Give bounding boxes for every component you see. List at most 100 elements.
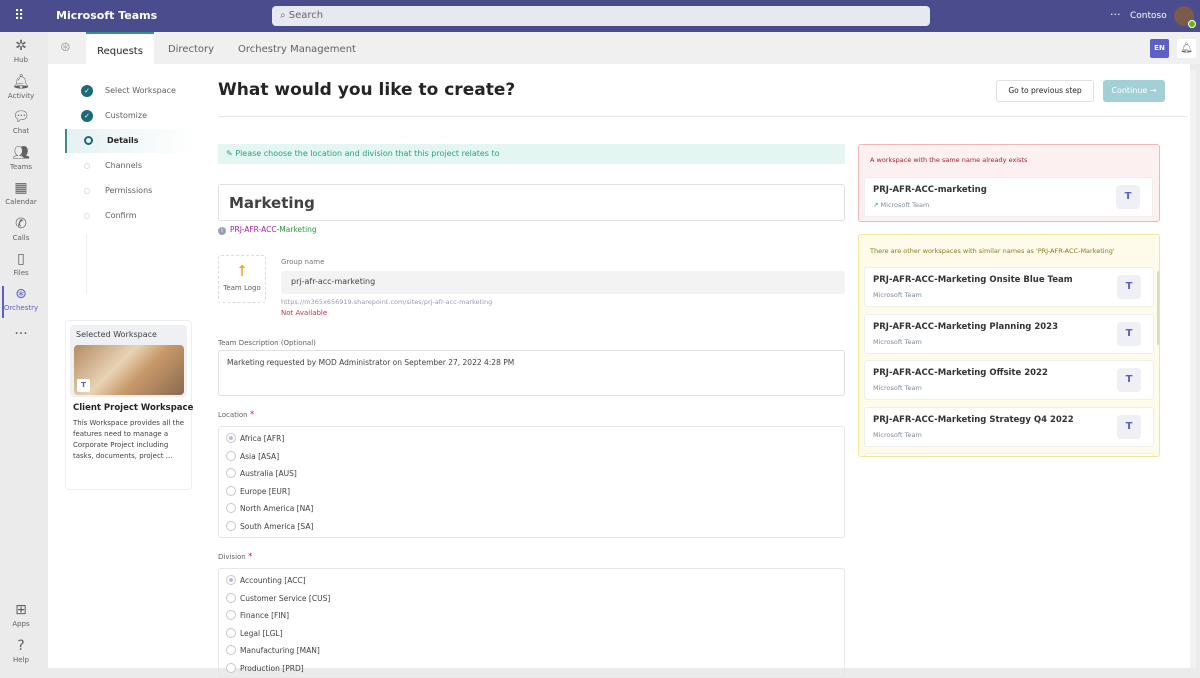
radio-option[interactable]: North America [NA] [219,500,844,518]
notifications-bell-icon[interactable]: 🔔︎ [1177,39,1196,58]
radio-label: South America [SA] [240,521,314,531]
radio-button[interactable] [226,450,236,461]
radio-label: Legal [LGL] [240,628,283,638]
radio-button[interactable] [226,520,236,531]
step-confirm[interactable]: Confirm [65,204,195,228]
radio-button[interactable] [226,592,236,603]
radio-option[interactable]: Production [PRD] [219,660,844,678]
radio-label: Accounting [ACC] [240,576,306,585]
previous-step-button[interactable]: Go to previous step [996,80,1094,102]
prefix-text: PRJ-AFR-ACC- [230,225,280,234]
rail-item-apps[interactable]: ⊞ Apps [0,602,42,634]
step-permissions[interactable]: Permissions [65,179,195,203]
radio-button[interactable] [226,627,236,638]
selected-workspace-heading: Selected Workspace [76,330,157,339]
radio-button[interactable] [226,610,236,620]
radio-button[interactable] [226,485,236,496]
tab-directory[interactable]: Directory [167,44,215,55]
step-channels[interactable]: Channels [65,154,195,178]
rail-item-calendar[interactable]: ▦ Calendar [0,180,42,212]
workspace-card[interactable]: PRJ-AFR-ACC-Marketing Onsite Blue Team Mi… [864,267,1154,307]
prefix-name: Marketing [279,225,317,234]
radio-option[interactable]: South America [SA] [219,518,844,536]
rail-label: Calendar [5,198,37,206]
radio-button[interactable] [226,575,236,585]
radio-label: Finance [FIN] [240,611,290,620]
step-select-workspace[interactable]: ✓ Select Workspace [65,79,195,103]
rail-item-activity[interactable]: 🔔︎ Activity [0,74,42,106]
workspace-image: T [74,345,184,395]
radio-label: Africa [AFR] [240,434,285,443]
division-radio-group: Accounting [ACC] Customer Service [CUS] Fi… [218,568,845,678]
rail-item-more[interactable]: ··· [0,326,42,358]
check-icon: ✓ [81,110,93,122]
radio-option[interactable]: Australia [AUS] [219,465,844,483]
step-circle-icon [84,188,90,194]
tab-requests[interactable]: Requests [86,32,154,64]
radio-option[interactable]: Asia [ASA] [219,448,844,466]
app-launcher-icon[interactable]: ⠿ [14,8,26,24]
workspace-name: PRJ-AFR-ACC-Marketing Onsite Blue Team [873,275,1073,285]
avatar[interactable] [1174,6,1196,28]
arrow-right-icon: → [1149,86,1157,95]
language-button[interactable]: EN [1150,39,1169,58]
workspace-card[interactable]: PRJ-AFR-ACC-Marketing Strategy Q4 2022 Mi… [864,406,1154,447]
continue-label: Continue [1111,86,1148,95]
group-name-input[interactable]: prj-afr-acc-marketing [281,271,845,294]
rail-item-calls[interactable]: ✆ Calls [0,216,42,248]
workspace-type: Microsoft Team [873,337,922,346]
radio-option[interactable]: Legal [LGL] [219,625,844,643]
rail-item-chat[interactable]: 💬︎ Chat [0,109,42,141]
rail-item-help[interactable]: ? Help [0,638,42,670]
more-options-button[interactable]: ··· [1110,8,1121,21]
page-scrollbar[interactable] [1190,70,1196,668]
workspace-name-input[interactable]: Marketing [218,184,845,221]
workspace-card[interactable] [864,453,1154,456]
step-customize[interactable]: ✓ Customize [65,104,195,128]
workspace-card[interactable]: PRJ-AFR-ACC-marketing ↗ Microsoft Team T [864,177,1153,217]
radio-option[interactable]: Europe [EUR] [219,483,844,501]
bell-icon: 🔔︎ [12,74,30,90]
required-marker: * [247,552,253,562]
rail-item-orchestry[interactable]: ⊛ Orchestry [0,286,42,318]
rail-item-files[interactable]: ▯ Files [0,251,42,283]
selected-workspace-card[interactable]: Selected Workspace T Client Project Work… [65,320,193,490]
rail-label: Calls [12,234,30,242]
radio-button[interactable] [226,503,236,513]
external-link-icon: ↗ [873,201,879,209]
step-label: Select Workspace [105,86,176,95]
panel-scrollbar[interactable] [1157,271,1159,345]
org-name[interactable]: Contoso [1130,11,1167,21]
continue-button[interactable]: Continue → [1103,80,1165,102]
radio-button[interactable] [226,468,236,478]
radio-button[interactable] [226,645,236,655]
teams-icon: T [1116,185,1140,209]
workspace-name: PRJ-AFR-ACC-Marketing Offsite 2022 [873,368,1048,378]
location-label-text: Location [218,411,248,419]
radio-option[interactable]: Customer Service [CUS] [219,590,844,608]
team-logo-upload[interactable]: ⭡ Team Logo [218,255,266,303]
hub-icon: ✲ [15,38,27,54]
search-input[interactable]: ⌕ Search [272,6,930,26]
teams-icon: T [1117,414,1141,439]
workspace-type: Microsoft Team [873,384,922,392]
orchestry-logo-icon: ⊛ [60,40,71,55]
radio-option[interactable]: Manufacturing [MAN] [219,642,844,660]
radio-option[interactable]: Accounting [ACC] [219,572,844,590]
workspace-card[interactable]: PRJ-AFR-ACC-Marketing Offsite 2022 Micros… [864,360,1154,400]
workspace-card[interactable]: PRJ-AFR-ACC-Marketing Planning 2023 Micro… [864,313,1154,354]
team-description-textarea[interactable]: Marketing requested by MOD Administrator… [218,350,845,396]
calendar-icon: ▦ [14,180,28,196]
step-details[interactable]: Details [65,129,195,153]
rail-label: Apps [12,620,30,628]
rail-item-hub[interactable]: ✲ Hub [0,38,42,70]
radio-button[interactable] [226,433,236,443]
workspace-type-label: Microsoft Team [880,201,930,209]
orchestry-icon: ⊛ [15,286,27,302]
pencil-icon: ✎ [226,149,233,158]
rail-item-teams[interactable]: 👥︎ Teams [0,145,42,177]
radio-option[interactable]: Africa [AFR] [219,430,844,448]
tab-orchestry-management[interactable]: Orchestry Management [238,44,356,55]
radio-option[interactable]: Finance [FIN] [219,607,844,625]
workspace-type[interactable]: ↗ Microsoft Team [873,201,1073,210]
